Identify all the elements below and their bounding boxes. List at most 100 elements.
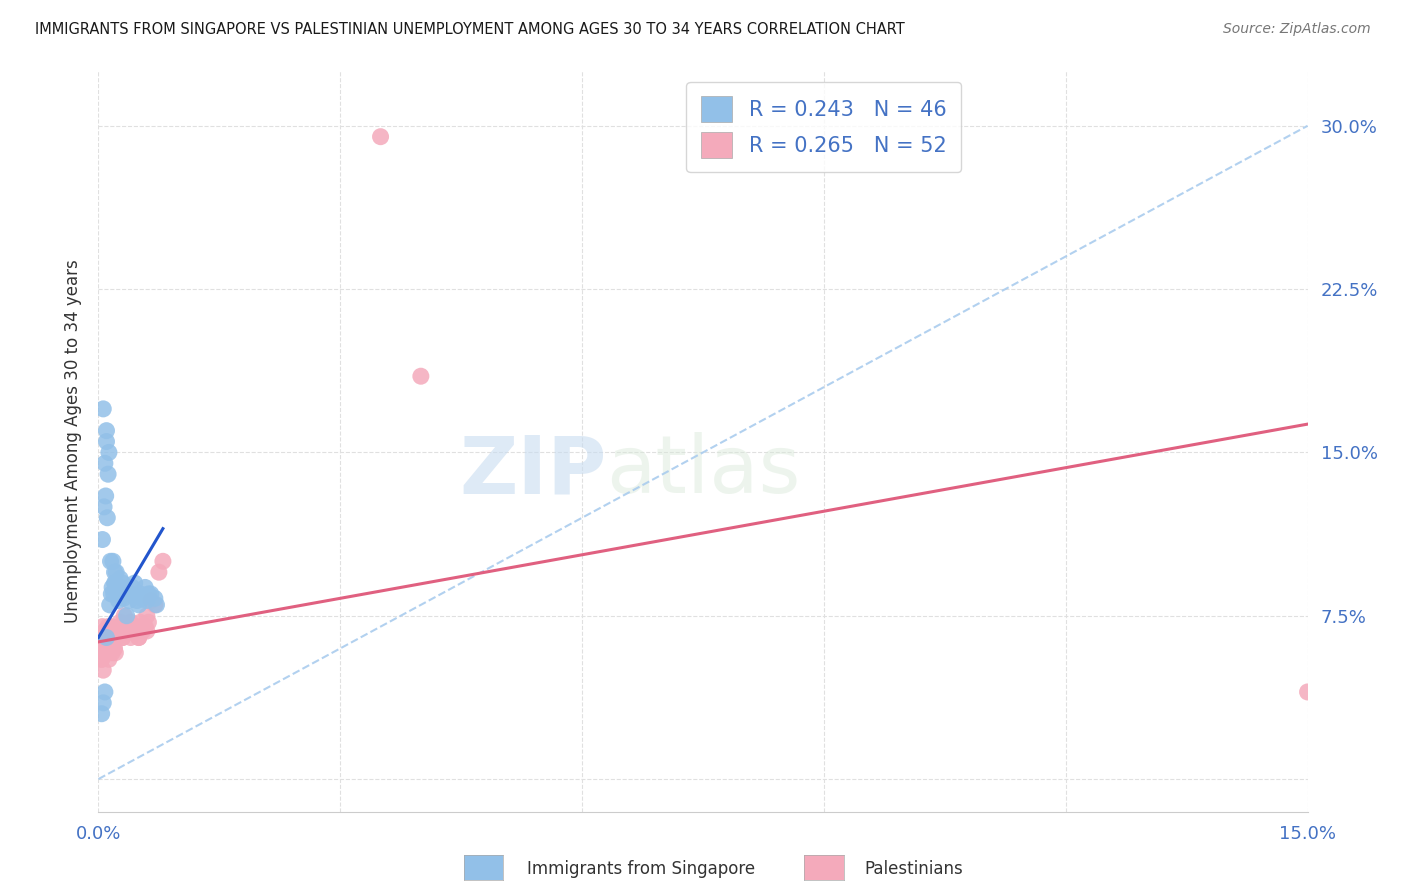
Point	[103, 587, 125, 601]
Point	[145, 598, 167, 612]
Point	[100, 554, 122, 568]
Point	[91, 696, 114, 710]
Point	[104, 576, 127, 591]
Point	[112, 591, 135, 606]
Point	[111, 631, 134, 645]
Point	[120, 587, 142, 601]
Point	[128, 631, 150, 645]
Point	[100, 587, 122, 601]
Legend: R = 0.243   N = 46, R = 0.265   N = 52: R = 0.243 N = 46, R = 0.265 N = 52	[686, 82, 962, 172]
Point	[103, 565, 125, 579]
Text: Palestinians: Palestinians	[865, 860, 963, 878]
Point	[96, 631, 118, 645]
Y-axis label: Unemployment Among Ages 30 to 34 years: Unemployment Among Ages 30 to 34 years	[63, 260, 82, 624]
Point	[104, 646, 127, 660]
Point	[91, 641, 114, 656]
Point	[94, 624, 117, 638]
Point	[100, 619, 122, 633]
Point	[97, 652, 120, 666]
Point	[94, 489, 117, 503]
Point	[97, 445, 120, 459]
Point	[90, 706, 112, 721]
Point	[129, 587, 152, 601]
Point	[127, 619, 149, 633]
Point	[132, 591, 155, 606]
Point	[107, 593, 129, 607]
Point	[370, 129, 392, 144]
Point	[96, 424, 118, 438]
Point	[135, 608, 157, 623]
Point	[90, 631, 112, 645]
Point	[91, 663, 114, 677]
Point	[94, 685, 117, 699]
Point	[124, 576, 146, 591]
Point	[108, 615, 131, 630]
Point	[111, 576, 134, 591]
Point	[105, 631, 128, 645]
Point	[90, 652, 112, 666]
Point	[110, 619, 132, 633]
Point	[91, 401, 114, 416]
Point	[111, 587, 134, 601]
Point	[100, 631, 122, 645]
Point	[91, 641, 114, 656]
Point	[127, 593, 149, 607]
Point	[118, 624, 141, 638]
Point	[90, 652, 112, 666]
Point	[112, 608, 135, 623]
Point	[118, 593, 141, 607]
Point	[98, 598, 121, 612]
Point	[138, 587, 160, 601]
Point	[120, 631, 142, 645]
Text: atlas: atlas	[606, 432, 800, 510]
Point	[134, 581, 156, 595]
Point	[135, 624, 157, 638]
Point	[134, 619, 156, 633]
Point	[101, 637, 124, 651]
Point	[96, 631, 118, 645]
Point	[409, 369, 432, 384]
Point	[97, 467, 120, 482]
Point	[135, 593, 157, 607]
Point	[94, 456, 117, 470]
Point	[91, 533, 114, 547]
Point	[128, 631, 150, 645]
Point	[129, 615, 152, 630]
Point	[94, 624, 117, 638]
Point	[108, 572, 131, 586]
Point	[143, 598, 166, 612]
Point	[91, 637, 114, 651]
Point	[112, 584, 135, 599]
Point	[96, 434, 118, 449]
Point	[152, 554, 174, 568]
Point	[110, 581, 132, 595]
Point	[97, 619, 120, 633]
Point	[115, 608, 138, 623]
Point	[103, 576, 125, 591]
Point	[143, 591, 166, 606]
Point	[103, 641, 125, 656]
Point	[139, 587, 162, 601]
Point	[105, 565, 128, 579]
Point	[101, 554, 124, 568]
Text: ZIP: ZIP	[458, 432, 606, 510]
Point	[101, 646, 124, 660]
Point	[98, 641, 121, 656]
Point	[121, 581, 143, 595]
Point	[96, 637, 118, 651]
Point	[132, 624, 155, 638]
Point	[148, 565, 170, 579]
Point	[93, 646, 115, 660]
Point	[105, 624, 128, 638]
Point	[91, 619, 114, 633]
Point	[139, 593, 162, 607]
Text: Immigrants from Singapore: Immigrants from Singapore	[527, 860, 755, 878]
Point	[115, 624, 138, 638]
Point	[101, 581, 124, 595]
Point	[1296, 685, 1319, 699]
Point	[138, 615, 160, 630]
Text: IMMIGRANTS FROM SINGAPORE VS PALESTINIAN UNEMPLOYMENT AMONG AGES 30 TO 34 YEARS : IMMIGRANTS FROM SINGAPORE VS PALESTINIAN…	[35, 22, 905, 37]
Text: Source: ZipAtlas.com: Source: ZipAtlas.com	[1223, 22, 1371, 37]
Point	[103, 637, 125, 651]
Point	[124, 619, 146, 633]
